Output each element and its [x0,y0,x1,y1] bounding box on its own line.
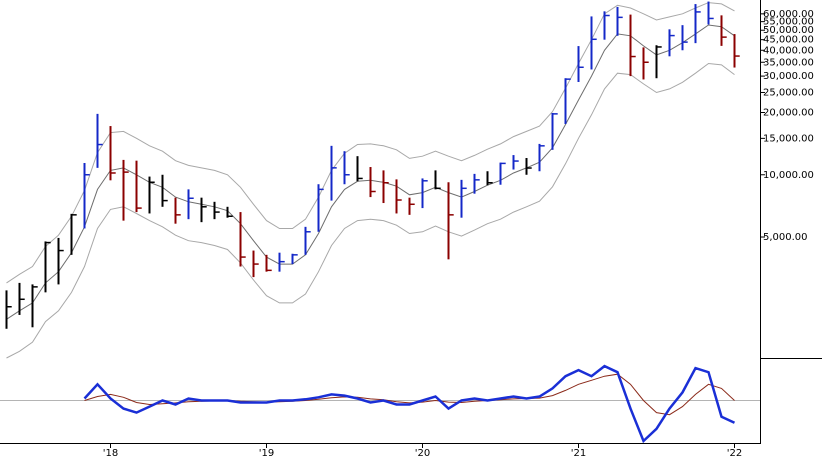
oscillator-signal [84,373,735,416]
y-tick-label: 45,000.00 [763,35,814,46]
y-tick-label: 55,000.00 [763,17,814,28]
y-tick-label: 15,000.00 [763,133,814,144]
y-tick-label: 60,000.00 [763,9,814,20]
y-tick-label: 30,000.00 [763,71,814,82]
lower-band [6,62,735,359]
x-tick-label: '20 [415,448,430,459]
y-tick-label: 25,000.00 [763,87,814,98]
y-tick-label: 35,000.00 [763,57,814,68]
x-tick-label: '18 [103,448,118,459]
oscillator-line [83,364,736,444]
y-tick-label: 20,000.00 [763,108,814,119]
y-tick-label: 50,000.00 [763,25,814,36]
y-tick-label: 5,000.00 [763,232,808,243]
y-tick-label: 40,000.00 [763,45,814,56]
x-tick-label: '19 [259,448,274,459]
x-tick-label: '21 [571,448,586,459]
upper-band [6,2,735,284]
x-tick-label: '22 [727,448,742,459]
y-tick-label: 10,000.00 [763,170,814,181]
